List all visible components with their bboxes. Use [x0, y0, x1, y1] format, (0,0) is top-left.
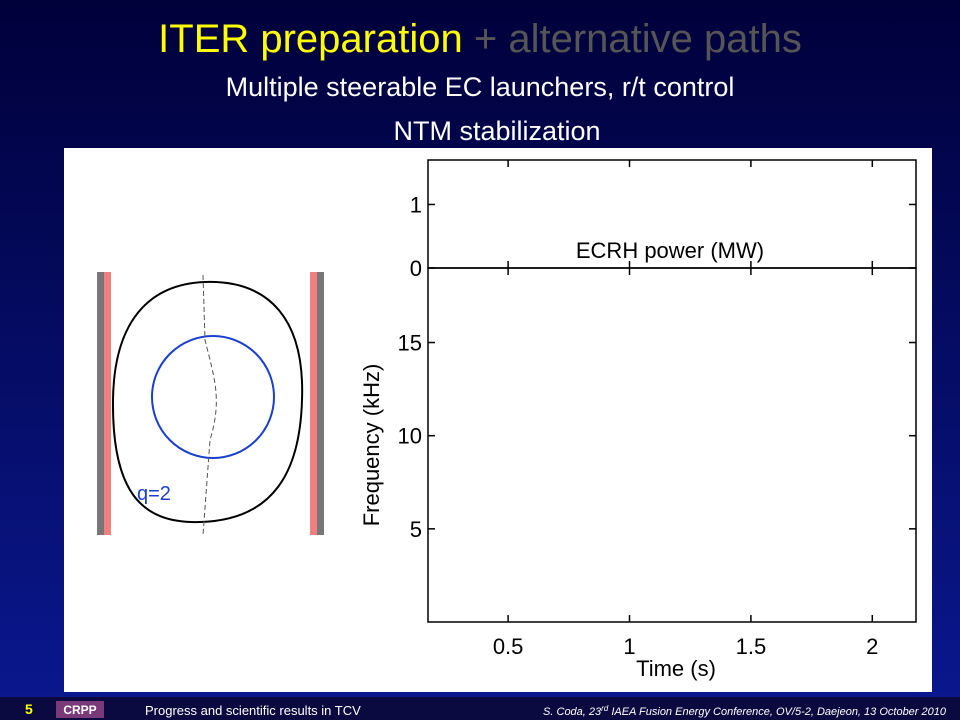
- q2-surface: [151, 335, 275, 459]
- x-axis-label: Time (s): [636, 656, 716, 681]
- footer-sup: rd: [601, 704, 609, 713]
- x-tick-label: 0.5: [493, 634, 524, 659]
- annotation: ECRH power (MW): [576, 238, 764, 263]
- plasma-boundary: [111, 280, 304, 524]
- figure-panel: [64, 148, 932, 692]
- footer-bar: [0, 697, 960, 720]
- y-axis-label: Frequency (kHz): [359, 364, 384, 527]
- wall: [97, 272, 104, 535]
- footer-text: IAEA Fusion Energy Conference, OV/5-2, D…: [608, 706, 947, 718]
- launcher: [310, 272, 317, 535]
- resonance-line: [202, 274, 217, 536]
- title-main: ITER preparation: [158, 17, 463, 61]
- y-tick-label: 5: [410, 517, 422, 542]
- subtitle: NTM stabilization: [393, 116, 600, 146]
- x-tick-label: 2: [866, 634, 878, 659]
- title-alt: + alternative paths: [474, 17, 802, 61]
- logo: CRPP: [63, 703, 96, 717]
- wall: [317, 272, 324, 535]
- page-number: 5: [25, 701, 33, 717]
- footer-text: S. Coda, 23: [543, 706, 602, 718]
- logo-box: [56, 701, 104, 718]
- launcher: [104, 272, 111, 535]
- x-tick-label: 1.5: [736, 634, 767, 659]
- charts: 0 1 ECRH power (MW) 5 10 15 0.5 1 1.5 2 Time (s) Fr…: [359, 159, 917, 681]
- diagram: q=2: [97, 272, 324, 536]
- y-tick-label: 10: [398, 424, 422, 449]
- y-tick-label: 1: [410, 192, 422, 217]
- subtitle: Multiple steerable EC launchers, r/t con…: [226, 72, 735, 102]
- plot-frame: [427, 267, 917, 623]
- y-tick-label: 0: [410, 256, 422, 281]
- title: ITER preparation + alternative paths: [158, 17, 802, 61]
- x-tick-label: 1: [623, 634, 635, 659]
- footer-right: S. Coda, 23rd IAEA Fusion Energy Confere…: [543, 704, 947, 718]
- diagram-label: q=2: [137, 483, 171, 505]
- footer-left: Progress and scientific results in TCV: [145, 703, 361, 718]
- y-tick-label: 15: [398, 331, 422, 356]
